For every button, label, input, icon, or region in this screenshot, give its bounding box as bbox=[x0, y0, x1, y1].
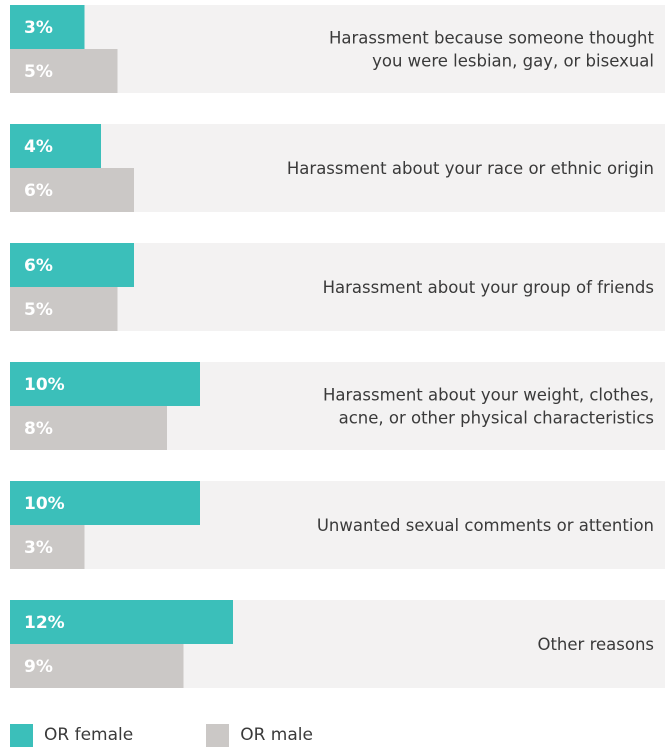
legend-label-male: OR male bbox=[240, 725, 313, 745]
legend-label-female: OR female bbox=[44, 725, 134, 745]
bar-male bbox=[10, 49, 118, 93]
bar-female bbox=[10, 5, 85, 49]
category-row: 10% 3% Unwanted sexual comments or attenti… bbox=[10, 481, 665, 569]
data-label-female: 10% bbox=[24, 375, 65, 395]
bar-male bbox=[10, 287, 118, 331]
data-label-male: 8% bbox=[24, 419, 53, 439]
bar-female bbox=[10, 124, 101, 168]
category-label: Other reasons bbox=[537, 635, 654, 654]
category-row: 10% 8% Harassment about your weight, cloth… bbox=[10, 362, 665, 450]
category-label: you were lesbian, gay, or bisexual bbox=[372, 52, 654, 71]
bar-female bbox=[10, 243, 134, 287]
bar-female bbox=[10, 481, 200, 525]
legend-swatch-male bbox=[206, 723, 230, 747]
category-row: 4% 6% Harassment about your race or ethnic… bbox=[10, 124, 665, 212]
data-label-male: 5% bbox=[24, 300, 53, 320]
category-row: 6% 5% Harassment about your group of frien… bbox=[10, 243, 665, 331]
bar-male bbox=[10, 525, 85, 569]
legend-item-female: OR female bbox=[10, 723, 134, 747]
category-label: acne, or other physical characteristics bbox=[339, 409, 654, 428]
data-label-male: 9% bbox=[24, 657, 53, 677]
category-label: Harassment about your race or ethnic ori… bbox=[287, 159, 654, 178]
legend-swatch-female bbox=[10, 723, 33, 747]
data-label-female: 10% bbox=[24, 494, 65, 514]
category-label: Harassment because someone thought bbox=[329, 29, 655, 48]
bar-female bbox=[10, 362, 200, 406]
category-label: Harassment about your weight, clothes, bbox=[323, 386, 654, 405]
category-row: 12% 9% Other reasons bbox=[10, 600, 665, 688]
bar-male bbox=[10, 168, 134, 212]
bar-male bbox=[10, 644, 184, 688]
data-label-male: 5% bbox=[24, 62, 53, 82]
data-label-male: 6% bbox=[24, 181, 53, 201]
data-label-female: 6% bbox=[24, 256, 53, 276]
category-label: Harassment about your group of friends bbox=[323, 278, 654, 297]
bar-female bbox=[10, 600, 233, 644]
data-label-female: 4% bbox=[24, 137, 53, 157]
legend-item-male: OR male bbox=[206, 723, 313, 747]
category-label: Unwanted sexual comments or attention bbox=[317, 516, 654, 535]
legend: OR female OR male bbox=[10, 720, 386, 750]
data-label-female: 3% bbox=[24, 18, 53, 38]
data-label-male: 3% bbox=[24, 538, 53, 558]
row-background bbox=[10, 5, 665, 93]
data-label-female: 12% bbox=[24, 613, 65, 633]
bar-male bbox=[10, 406, 167, 450]
category-row: 3% 5% Harassment because someone thought yo… bbox=[10, 5, 665, 93]
